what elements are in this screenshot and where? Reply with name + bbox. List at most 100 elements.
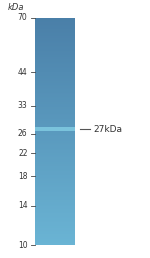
Bar bbox=[35, 193, 75, 194]
Bar bbox=[35, 176, 75, 177]
Text: 18: 18 bbox=[18, 172, 27, 181]
Bar bbox=[35, 232, 75, 233]
Bar bbox=[35, 217, 75, 218]
Bar bbox=[35, 187, 75, 188]
Bar bbox=[35, 181, 75, 182]
Bar bbox=[35, 119, 75, 120]
Text: 14: 14 bbox=[18, 201, 27, 210]
Bar bbox=[35, 239, 75, 240]
Bar bbox=[35, 45, 75, 46]
Bar bbox=[35, 244, 75, 245]
Bar bbox=[35, 202, 75, 203]
Bar bbox=[35, 69, 75, 70]
Bar bbox=[35, 131, 75, 132]
Bar bbox=[35, 74, 75, 75]
Bar bbox=[35, 144, 75, 145]
Bar bbox=[35, 186, 75, 187]
Bar bbox=[35, 219, 75, 220]
Bar bbox=[35, 38, 75, 39]
Bar bbox=[35, 132, 75, 133]
Bar bbox=[35, 177, 75, 178]
Bar bbox=[35, 97, 75, 98]
Bar bbox=[35, 157, 75, 158]
Bar bbox=[35, 96, 75, 97]
Bar bbox=[35, 174, 75, 175]
Bar bbox=[35, 215, 75, 216]
Bar bbox=[35, 153, 75, 154]
Bar bbox=[35, 75, 75, 76]
Bar bbox=[35, 209, 75, 210]
Bar bbox=[35, 33, 75, 34]
Bar bbox=[35, 222, 75, 223]
Bar bbox=[35, 76, 75, 77]
Text: kDa: kDa bbox=[8, 3, 24, 12]
Bar bbox=[35, 238, 75, 239]
Bar bbox=[35, 34, 75, 35]
Bar bbox=[35, 152, 75, 153]
Bar bbox=[35, 103, 75, 104]
Bar bbox=[35, 206, 75, 207]
Bar bbox=[35, 102, 75, 103]
Bar bbox=[35, 19, 75, 20]
Bar bbox=[35, 207, 75, 208]
Bar bbox=[35, 183, 75, 184]
Bar bbox=[35, 20, 75, 21]
Bar bbox=[35, 141, 75, 142]
Text: 33: 33 bbox=[18, 101, 27, 110]
Bar bbox=[35, 224, 75, 225]
Bar bbox=[35, 173, 75, 174]
Bar bbox=[35, 113, 75, 114]
Bar bbox=[35, 179, 75, 180]
Bar bbox=[35, 139, 75, 140]
Bar bbox=[35, 89, 75, 90]
Bar bbox=[35, 84, 75, 85]
Bar bbox=[35, 127, 75, 131]
Bar bbox=[35, 85, 75, 86]
Bar bbox=[35, 57, 75, 58]
Bar bbox=[35, 55, 75, 56]
Bar bbox=[35, 91, 75, 92]
Bar bbox=[35, 166, 75, 167]
Bar bbox=[35, 56, 75, 57]
Bar bbox=[35, 221, 75, 222]
Bar bbox=[35, 225, 75, 226]
Bar bbox=[35, 204, 75, 205]
Bar bbox=[35, 133, 75, 134]
Bar bbox=[35, 156, 75, 157]
Text: 27kDa: 27kDa bbox=[93, 125, 122, 134]
Bar bbox=[35, 159, 75, 160]
Bar bbox=[35, 148, 75, 149]
Bar bbox=[35, 51, 75, 52]
Bar bbox=[35, 149, 75, 150]
Bar bbox=[35, 136, 75, 137]
Bar bbox=[35, 197, 75, 198]
Bar bbox=[35, 124, 75, 125]
Bar bbox=[35, 95, 75, 96]
Bar bbox=[35, 216, 75, 217]
Bar bbox=[35, 198, 75, 199]
Bar bbox=[35, 235, 75, 236]
Bar bbox=[35, 188, 75, 189]
Bar bbox=[35, 101, 75, 102]
Bar bbox=[35, 60, 75, 61]
Bar bbox=[35, 234, 75, 235]
Bar bbox=[35, 147, 75, 148]
Bar bbox=[35, 184, 75, 185]
Bar bbox=[35, 23, 75, 24]
Bar bbox=[35, 58, 75, 59]
Bar bbox=[35, 214, 75, 215]
Bar bbox=[35, 115, 75, 116]
Text: 44: 44 bbox=[18, 68, 27, 77]
Bar bbox=[35, 211, 75, 212]
Bar bbox=[35, 82, 75, 83]
Bar bbox=[35, 81, 75, 82]
Bar bbox=[35, 67, 75, 68]
Bar bbox=[35, 27, 75, 28]
Bar bbox=[35, 201, 75, 202]
Bar bbox=[35, 140, 75, 141]
Bar bbox=[35, 138, 75, 139]
Bar bbox=[35, 71, 75, 72]
Bar bbox=[35, 185, 75, 186]
Bar bbox=[35, 154, 75, 155]
Bar bbox=[35, 230, 75, 231]
